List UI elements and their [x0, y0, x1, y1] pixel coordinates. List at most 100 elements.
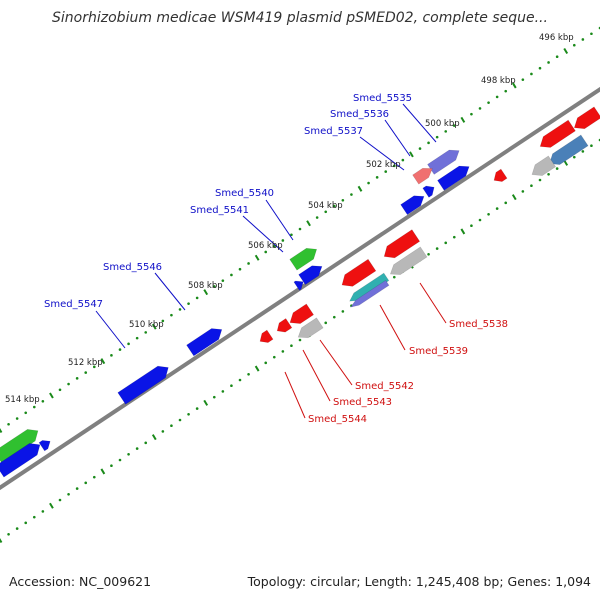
gene-smed-5542[interactable]	[289, 303, 315, 324]
gene-smed-5547[interactable]	[117, 365, 169, 405]
gene-smed-5535[interactable]	[427, 149, 460, 175]
gene-label-smed-5542[interactable]: Smed_5542	[355, 381, 414, 392]
inner-tick-dot	[212, 395, 216, 399]
inner-tick-ring	[0, 138, 600, 544]
gene-feature-blue-2[interactable]	[400, 195, 425, 216]
gene-feature-grey-5538[interactable]	[389, 246, 428, 275]
gene-feature-red-mid[interactable]	[341, 258, 377, 287]
gene-smed-5538[interactable]	[383, 229, 421, 259]
outer-tick-dot	[281, 239, 285, 242]
outer-tick-dot	[418, 147, 422, 150]
outer-tick-dot	[332, 204, 336, 208]
outer-tick-dot	[264, 250, 268, 254]
gene-label-smed-5543[interactable]: Smed_5543	[333, 397, 392, 408]
gene-smed-5541[interactable]	[298, 265, 323, 286]
inner-tick-dot	[264, 361, 268, 365]
gene-feature-grey-right[interactable]	[531, 155, 557, 176]
tick-label-502: 502 kbp	[366, 160, 401, 170]
inner-tick-major-tick	[460, 228, 466, 235]
inner-tick-dot	[392, 275, 396, 279]
outer-tick-dot	[298, 227, 302, 231]
inner-tick-dot	[470, 224, 473, 228]
gene-feature-red-right-2[interactable]	[573, 106, 600, 130]
gene-feature-red-small-right[interactable]	[493, 168, 508, 182]
leader-smed-5542	[319, 339, 353, 386]
gene-feature-grey-5542[interactable]	[297, 317, 324, 339]
gene-smed-5536[interactable]	[422, 185, 435, 198]
outer-tick-dot	[435, 135, 439, 139]
outer-tick-dot	[161, 319, 165, 323]
tick-label-510: 510 kbp	[129, 320, 164, 330]
gene-label-smed-5547[interactable]: Smed_5547	[44, 299, 103, 310]
outer-tick-dot	[324, 210, 328, 214]
inner-tick-dot	[15, 527, 19, 530]
outer-tick-dot	[572, 43, 576, 47]
inner-tick-dot	[58, 498, 62, 502]
outer-tick-dot	[581, 38, 585, 41]
outer-tick-dot	[547, 61, 550, 64]
gene-feature-blue-edge-small[interactable]	[38, 440, 51, 452]
outer-tick-dot	[127, 342, 130, 346]
gene-label-smed-5541[interactable]: Smed_5541	[190, 205, 249, 216]
gene-label-smed-5536[interactable]: Smed_5536	[330, 109, 389, 120]
map-title: Sinorhizobium medicae WSM419 plasmid pSM…	[52, 10, 548, 26]
gene-feature-steel[interactable]	[549, 134, 589, 165]
outer-tick-dot	[7, 422, 10, 426]
outer-tick-dot	[67, 382, 70, 386]
inner-tick-dot	[572, 155, 576, 159]
outer-tick-dot	[590, 32, 593, 36]
inner-tick-dot	[84, 481, 88, 485]
gene-label-smed-5544[interactable]: Smed_5544	[308, 414, 367, 425]
gene-smed-5546[interactable]	[186, 328, 223, 357]
inner-tick-dot	[195, 407, 199, 410]
outer-tick-major-tick	[254, 254, 260, 261]
inner-tick-dot	[221, 390, 225, 393]
outer-tick-dot	[444, 130, 448, 133]
gene-label-smed-5546[interactable]: Smed_5546	[103, 262, 162, 273]
inner-tick-dot	[495, 207, 499, 210]
outer-tick-dot	[495, 95, 499, 99]
outer-tick-ring	[0, 26, 600, 434]
leader-smed-5539	[379, 304, 406, 351]
gene-label-smed-5540[interactable]: Smed_5540	[215, 188, 274, 199]
leader-smed-5543	[302, 349, 331, 402]
gene-smed-5543[interactable]	[276, 318, 293, 333]
gene-feature-red-right-1[interactable]	[539, 119, 576, 148]
gene-smed-5544[interactable]	[259, 329, 274, 343]
gene-feature-blue-small[interactable]	[293, 280, 304, 291]
outer-tick-dot	[521, 78, 525, 81]
gene-label-smed-5537[interactable]: Smed_5537	[304, 126, 363, 137]
outer-tick-dot	[41, 399, 45, 403]
gene-smed-5537[interactable]	[412, 168, 433, 185]
tick-label-496: 496 kbp	[539, 33, 574, 43]
gene-feature-blue-1[interactable]	[437, 165, 470, 191]
inner-tick-major-tick	[100, 468, 106, 475]
gene-smed-5540[interactable]	[289, 247, 318, 271]
outer-tick-dot	[118, 348, 122, 351]
outer-tick-dot	[170, 313, 173, 317]
outer-tick-dot	[15, 417, 19, 420]
outer-tick-major-tick	[0, 428, 3, 434]
inner-tick-dot	[487, 212, 490, 216]
outer-tick-dot	[84, 371, 88, 374]
outer-tick-dot	[470, 112, 473, 116]
inner-tick-dot	[332, 315, 336, 319]
gene-feature-blue-edge[interactable]	[0, 443, 41, 478]
outer-tick-dot	[452, 124, 456, 127]
gene-label-smed-5538[interactable]: Smed_5538	[449, 319, 508, 330]
gene-smed-5539-b[interactable]	[349, 279, 390, 308]
gene-label-smed-5535[interactable]: Smed_5535	[353, 93, 412, 104]
inner-tick-dot	[324, 321, 328, 325]
outer-tick-major-tick	[203, 289, 209, 296]
inner-tick-dot	[178, 418, 182, 422]
leader-smed-5536	[384, 119, 411, 157]
gene-label-smed-5539[interactable]: Smed_5539	[409, 346, 468, 357]
tick-label-512: 512 kbp	[68, 358, 103, 368]
leader-smed-5546	[154, 272, 186, 311]
outer-tick-dot	[144, 331, 148, 334]
inner-tick-dot	[247, 372, 250, 376]
inner-tick-dot	[581, 150, 585, 153]
inner-tick-dot	[135, 447, 139, 450]
